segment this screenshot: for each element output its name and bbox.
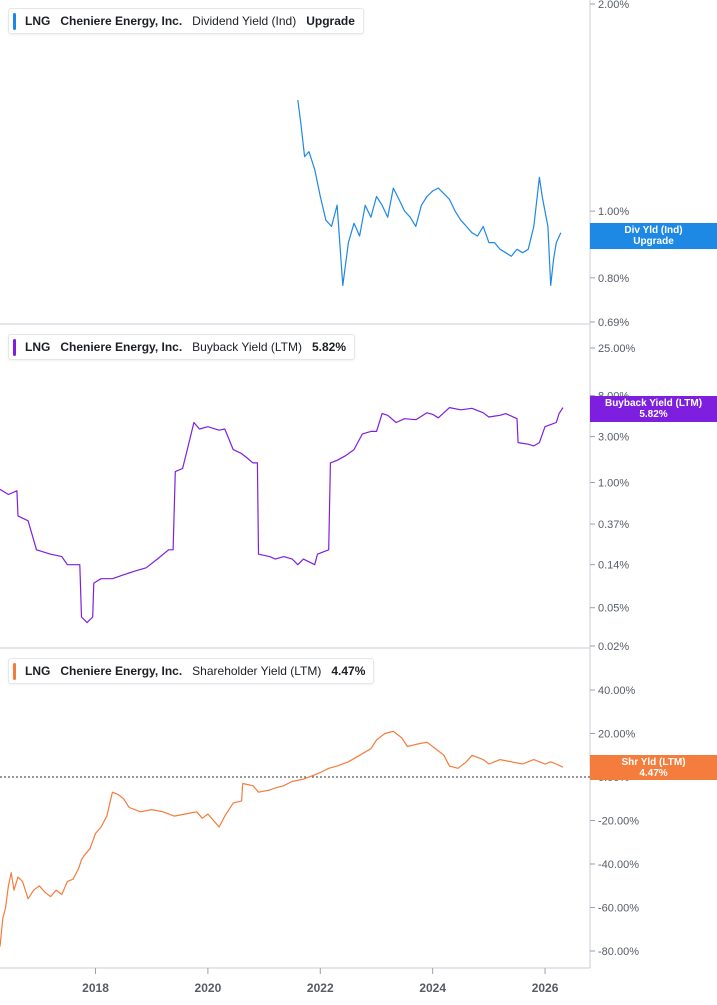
tag-value: 4.47% [639,768,668,779]
series-color-swatch [13,338,16,356]
y-tick-label: -80.00% [598,946,639,958]
y-tick-label: -60.00% [598,903,639,915]
y-tick-label: 0.05% [598,603,629,615]
legend-ticker: LNG [25,14,51,28]
legend-dividend-yield[interactable]: LNG Cheniere Energy, Inc. Dividend Yield… [8,8,364,34]
legend-buyback-yield[interactable]: LNG Cheniere Energy, Inc. Buyback Yield … [8,334,356,360]
legend-value: 4.47% [331,664,366,678]
series-line [0,407,564,624]
axis-ticks: 2.00%1.00%0.91%0.80%0.69%25.00%8.00%3.00… [82,0,639,995]
y-tick-label: 40.00% [598,685,636,697]
y-tick-label: 0.69% [598,317,629,329]
series-color-swatch [13,12,16,30]
y-tick-label: 0.02% [598,641,629,653]
y-tick-label: 1.00% [598,206,629,218]
tag-value: Upgrade [633,236,674,247]
y-tick-label: 0.37% [598,519,629,531]
buyback-yield-value-tag: Buyback Yield (LTM) 5.82% [590,396,717,422]
legend-ticker: LNG [25,664,51,678]
legend-company: Cheniere Energy, Inc. [60,14,183,28]
y-tick-label: 1.00% [598,478,629,490]
y-tick-label: 25.00% [598,343,636,355]
tag-value: 5.82% [639,409,668,420]
legend-metric: Buyback Yield (LTM) [192,340,302,354]
x-tick-label: 2026 [532,981,559,995]
legend-ticker: LNG [25,340,51,354]
y-tick-label: 0.80% [598,273,629,285]
series-color-swatch [13,662,16,680]
series-line [297,100,562,286]
legend-metric: Dividend Yield (Ind) [192,14,297,28]
legend-value[interactable]: Upgrade [306,14,355,28]
tag-label: Shr Yld (LTM) [621,757,686,768]
series-lines [0,100,564,947]
shareholder-yield-value-tag: Shr Yld (LTM) 4.47% [590,755,717,780]
y-tick-label: 3.00% [598,432,629,444]
y-tick-label: 20.00% [598,729,636,741]
legend-metric: Shareholder Yield (LTM) [192,664,322,678]
x-tick-label: 2022 [307,981,334,995]
series-line [0,730,564,947]
y-tick-label: -20.00% [598,816,639,828]
legend-value: 5.82% [312,340,347,354]
legend-company: Cheniere Energy, Inc. [60,664,183,678]
y-tick-label: -40.00% [598,859,639,871]
dividend-yield-value-tag: Div Yld (Ind) Upgrade [590,223,717,249]
y-tick-label: 0.14% [598,560,629,572]
x-tick-label: 2018 [82,981,109,995]
legend-shareholder-yield[interactable]: LNG Cheniere Energy, Inc. Shareholder Yi… [8,658,375,684]
tag-label: Buyback Yield (LTM) [604,398,703,409]
legend-company: Cheniere Energy, Inc. [60,340,183,354]
tag-label: Div Yld (Ind) [624,225,683,236]
x-tick-label: 2024 [419,981,446,995]
y-tick-label: 2.00% [598,0,629,11]
x-tick-label: 2020 [195,981,222,995]
